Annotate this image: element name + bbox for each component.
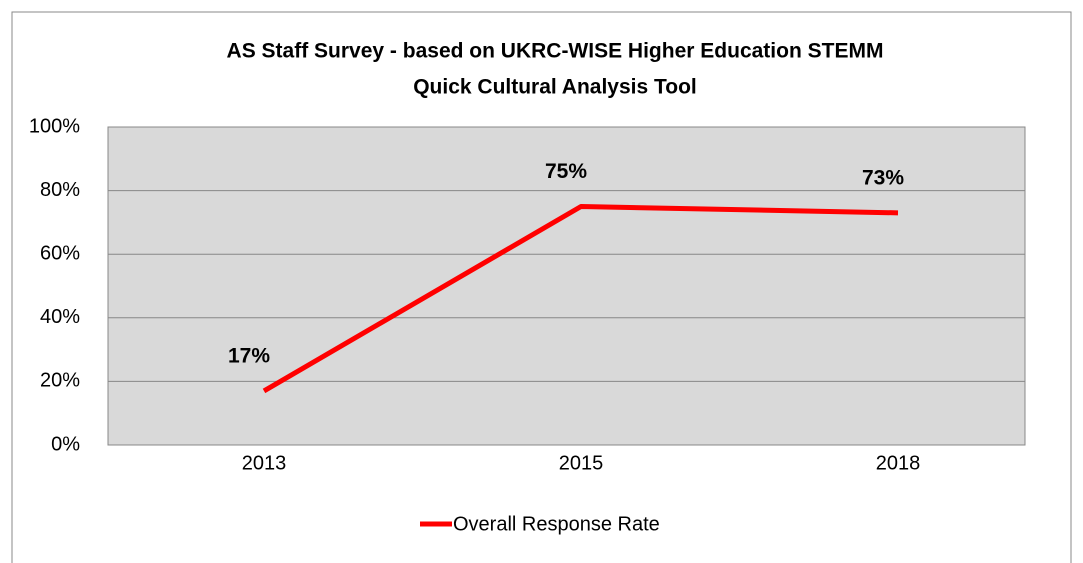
y-tick-label: 20% bbox=[40, 370, 80, 392]
y-tick-label: 100% bbox=[29, 115, 80, 137]
data-label: 75% bbox=[545, 160, 587, 183]
x-tick-label: 2013 bbox=[242, 452, 287, 474]
legend-label: Overall Response Rate bbox=[453, 513, 660, 535]
y-tick-label: 0% bbox=[51, 433, 80, 455]
chart-title: Quick Cultural Analysis Tool bbox=[413, 76, 697, 99]
plot-area bbox=[107, 126, 1026, 446]
y-tick-label: 40% bbox=[40, 306, 80, 328]
x-tick-label: 2018 bbox=[876, 452, 921, 474]
data-label: 17% bbox=[228, 344, 270, 367]
data-label: 73% bbox=[862, 166, 904, 189]
y-tick-label: 60% bbox=[40, 242, 80, 264]
data-line bbox=[262, 204, 899, 394]
x-tick-label: 2015 bbox=[559, 452, 604, 474]
y-tick-label: 80% bbox=[40, 179, 80, 201]
chart-title: AS Staff Survey - based on UKRC-WISE Hig… bbox=[227, 40, 884, 63]
